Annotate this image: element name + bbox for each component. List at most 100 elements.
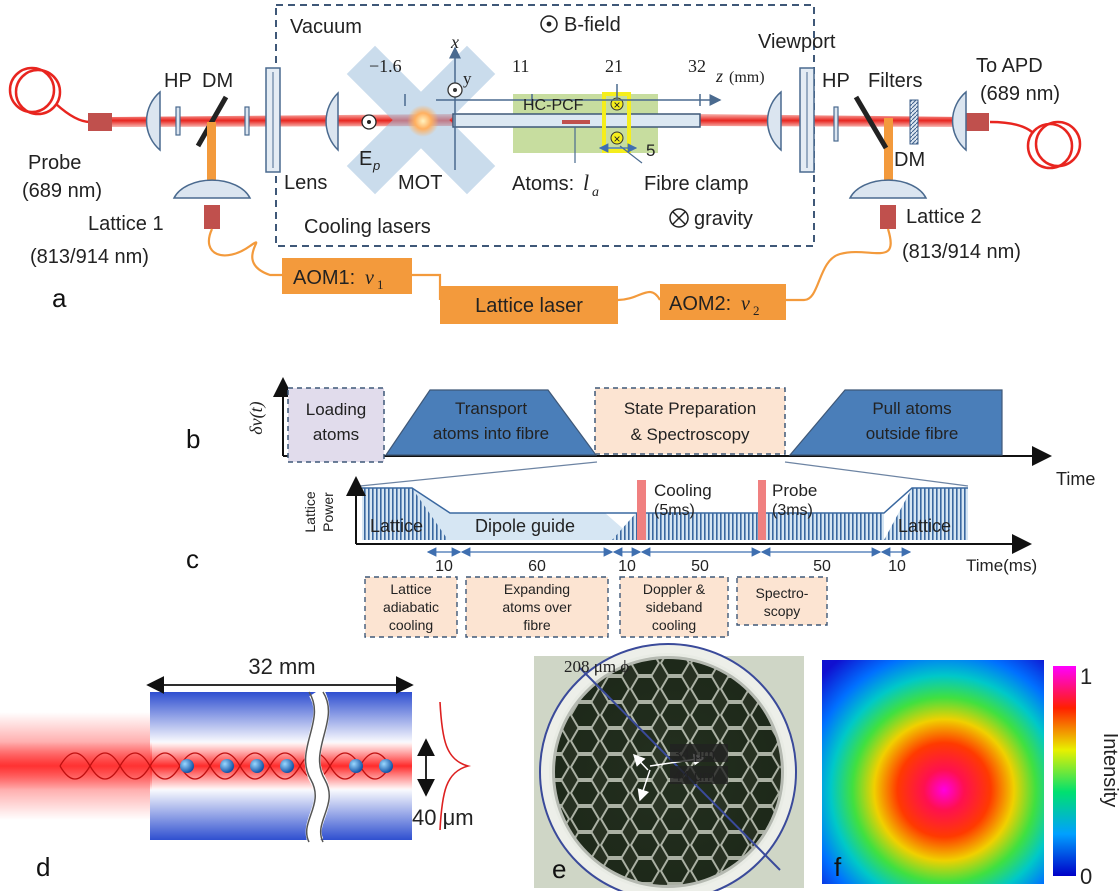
panel-b-xlabel: Time [1056,469,1095,489]
atoms-la-sub: a [592,185,599,200]
stage-state-prep-line1: State Preparation [624,399,756,418]
pitch1-label-bg [670,744,728,762]
aom2-nu: ν [741,293,750,315]
panel-f-label: f [834,852,842,882]
axis-z-label: z [715,66,723,86]
dm-right-label: DM [894,149,925,171]
stage-transport-line2: atoms into fibre [433,424,549,443]
lattice2-label: Lattice 2 [906,206,982,228]
probe-duration: (3ms) [772,502,813,519]
lattice-left-stripes [362,488,448,540]
lattice-right-label: Lattice [898,516,951,536]
lattice-laser-label: Lattice laser [475,295,583,317]
atoms-la-var: l [583,170,589,195]
tick-label-21: 21 [605,56,623,76]
stage-pull-line2: outside fibre [866,424,959,443]
panel-a-label: a [52,283,67,313]
mot-cloud [407,105,439,137]
stage-transport-trapezoid [384,389,598,456]
right-lens-2 [951,90,967,152]
atom [180,759,194,773]
zoom-line-right [784,461,969,487]
lattice-2-beam [884,118,893,182]
phase-2-l3: fibre [523,617,550,633]
vacuum-lens [325,91,339,152]
phase-3-l2: sideband [646,599,703,615]
svg-text:×: × [613,132,620,146]
panel-c-label: c [186,544,199,574]
zoom-line-left [359,461,598,487]
apd-fibre-coil [989,120,1082,170]
pitch-arrow-3 [637,769,651,802]
vacuum-label: Vacuum [290,16,362,38]
panel-c: Lattice Power Time(ms) Lattice Dipole gu… [186,476,1037,638]
clamp-width-label: 5 [646,141,655,160]
standing-wave-1 [59,752,391,780]
viewport-label: Viewport [758,31,836,53]
lattice-1-beam [207,122,216,182]
right-lens-1 [766,90,782,152]
stage-pull-trapezoid [788,389,1003,456]
cooling-lasers-label: Cooling lasers [304,216,431,238]
hcpcf-label: HC-PCF [523,97,584,114]
filters-label: Filters [868,70,922,92]
probe-fibre-coil [8,66,91,124]
colorbar-max-label: 1 [1080,664,1092,689]
lattice1-label: Lattice 1 [88,213,164,235]
lattice-2-lens [848,179,928,199]
tick-label-11: 11 [512,56,529,76]
atom [379,759,393,773]
aom1-sub: 1 [377,277,384,292]
dm-left-label: DM [202,70,233,92]
fibre-break-gap [304,687,331,846]
panel-c-ylabel-2: Power [320,492,336,532]
phase-4-l1: Spectro- [756,585,809,601]
panel-d-label: d [36,852,50,882]
panel-b: δν(t) Time Loading atoms Transport atoms… [186,377,1095,489]
panel-b-label: b [186,424,200,454]
stage-pull-line1: Pull atoms [872,399,951,418]
gravity-label: gravity [694,208,753,230]
lattice-1-coupler [204,205,220,229]
stage-transport-line1: Transport [455,399,527,418]
aom2-box: AOM2: ν 2 [660,284,786,320]
phase-2-l1: Expanding [504,581,570,597]
left-half-wave-plate [175,106,181,136]
diameter-label: 208 μm ϕ [564,657,629,676]
colorbar-min-label: 0 [1080,864,1092,889]
lattice-1-lens [172,179,252,199]
to-apd-wavelength: (689 nm) [980,83,1060,105]
axis-y-label: y [463,69,472,88]
atom [349,759,363,773]
lattice-right-stripes [884,488,968,540]
panel-c-ylabel-1: Lattice [302,491,318,532]
left-lens-1 [145,90,161,152]
ep-polarization-dot-center [367,120,371,124]
aom2-sub: 2 [753,303,760,318]
duration-10a: 10 [435,558,453,575]
aom1-nu: ν [365,267,374,289]
right-dichroic-mirror [853,95,889,150]
duration-10b: 10 [618,558,636,575]
phase-doppler-box: Doppler & sideband cooling [619,576,729,638]
tick-label-neg1-6: −1.6 [369,56,402,76]
cooling-pulse [637,480,646,540]
panel-f: 1 0 Intensity f [822,660,1120,889]
gaussian-profile [439,701,472,831]
apd-fibre-coupler [965,113,989,131]
colorbar-title: Intensity [1099,733,1120,807]
length-label: 32 mm [248,654,315,679]
probe-label: Probe [28,152,81,174]
phase-1-l1: Lattice [390,581,431,597]
panel-e-label: e [552,854,566,884]
intensity-map [822,660,1044,884]
lattice-power-profile [362,487,968,514]
standing-wave-2 [59,752,391,780]
atoms-in-fibre [562,120,590,124]
width-label: 40 μm [412,805,474,830]
cooling-label: Cooling [654,481,712,500]
lattice1-wavelength: (813/914 nm) [30,246,149,268]
pitch2-label-bg [670,766,728,784]
fibre-clamp-label: Fibre clamp [644,173,748,195]
lattice-laser-box: Lattice laser [440,286,618,324]
